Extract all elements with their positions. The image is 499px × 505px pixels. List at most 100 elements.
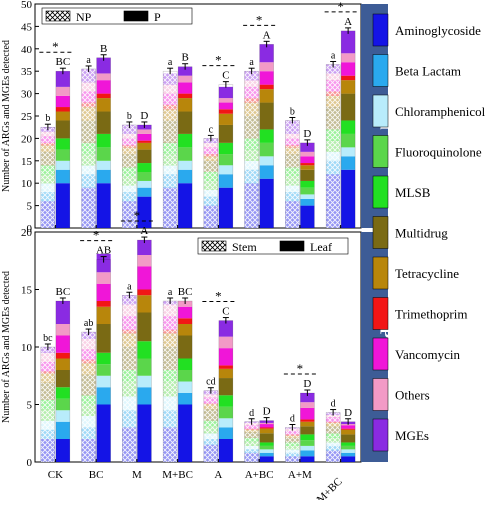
significance-letter: D (344, 407, 352, 419)
bar-hatch (244, 432, 259, 438)
significance-letter: d (249, 408, 254, 419)
bar-hatch (244, 449, 259, 453)
significance-star: * (256, 12, 263, 27)
bar-segment (96, 111, 111, 134)
bar-segment (218, 427, 233, 439)
class-legend-label: Tetracycline (395, 266, 459, 281)
bar-hatch (326, 442, 341, 446)
bar-hatch (163, 165, 178, 175)
bar-hatch (326, 91, 341, 96)
significance-letter: b (127, 111, 132, 122)
bar-hatch (326, 422, 341, 427)
bar-hatch (285, 434, 300, 436)
bar-segment (55, 352, 70, 359)
class-legend-label: Chloramphenicol (395, 104, 486, 119)
bar-hatch (81, 427, 96, 439)
bar-hatch (163, 304, 178, 316)
bar-segment (178, 160, 193, 170)
y-tick-label: 30 (21, 89, 33, 101)
significance-letter: a (331, 50, 336, 61)
bar-segment (55, 358, 70, 370)
bar-segment (96, 387, 111, 405)
bar-hatch (163, 174, 178, 188)
bar-hatch (40, 439, 55, 462)
bar-segment (218, 113, 233, 125)
significance-letter: b (290, 106, 295, 117)
bar-hatch (163, 410, 178, 428)
bar-segment (259, 142, 274, 157)
bar-hatch (285, 167, 300, 177)
bar-hatch (163, 381, 178, 397)
bar-segment (137, 255, 152, 267)
bar-segment (137, 387, 152, 405)
y-tick-label: 35 (21, 66, 33, 78)
bar-segment (218, 98, 233, 103)
bar-segment (55, 149, 70, 161)
bar-segment (137, 172, 152, 181)
class-legend-swatch (372, 216, 389, 249)
bar-segment (300, 180, 315, 188)
bar-segment (218, 165, 233, 175)
class-legend-label: Multidrug (395, 226, 448, 241)
bar-hatch (81, 102, 96, 108)
significance-star: * (297, 361, 304, 376)
bar-hatch (163, 120, 178, 143)
x-tick-label: A+M (288, 469, 312, 481)
bar-hatch (122, 145, 137, 148)
bar-hatch (122, 304, 137, 316)
y-tick-label: 20 (21, 227, 33, 239)
bar-hatch (326, 140, 341, 152)
bar-hatch (81, 332, 96, 339)
bar-hatch (244, 86, 259, 99)
bar-segment (137, 312, 152, 342)
significance-star: * (215, 289, 222, 304)
significance-letter: D (303, 128, 311, 140)
bar-segment (341, 80, 356, 94)
bar-hatch (122, 176, 137, 186)
bar-hatch (285, 185, 300, 193)
bar-hatch (163, 73, 178, 85)
y-tick-label: 25 (21, 111, 33, 123)
bar-segment (137, 289, 152, 296)
bar-segment (137, 341, 152, 359)
bar-hatch (40, 165, 55, 175)
bar-hatch (203, 394, 218, 398)
bar-segment (300, 419, 315, 422)
bar-segment (259, 178, 274, 228)
bar-segment (300, 450, 315, 457)
y-tick-label: 15 (21, 285, 33, 297)
significance-letter: d (290, 414, 295, 425)
bar-hatch (40, 373, 55, 383)
bar-hatch (326, 80, 341, 92)
bar-hatch (244, 71, 259, 81)
bar-segment (259, 445, 274, 450)
bar-hatch (244, 102, 259, 116)
bar-hatch (163, 396, 178, 411)
bar-hatch (40, 409, 55, 421)
bar-hatch (326, 437, 341, 443)
bar-hatch (81, 120, 96, 143)
bar-hatch (81, 154, 96, 166)
bar-hatch (81, 416, 96, 428)
bar-segment (96, 80, 111, 94)
bar-hatch (326, 417, 341, 422)
bar-hatch (203, 172, 218, 181)
class-legend-swatch (372, 54, 389, 87)
bar-segment (178, 324, 193, 336)
bar-hatch (203, 409, 218, 421)
y-axis-label: Number of ARGs and MGEs detected (1, 40, 12, 192)
bar-hatch (203, 205, 218, 228)
bar-hatch (40, 201, 55, 228)
legend-box (41, 7, 193, 25)
bar-hatch (203, 439, 218, 445)
bar-hatch (285, 445, 300, 450)
bar-segment (341, 120, 356, 134)
bar-segment (178, 98, 193, 112)
bar-hatch (40, 183, 55, 193)
bar-segment (178, 381, 193, 393)
legend-swatch-stem (201, 240, 227, 252)
bar-segment (137, 163, 152, 172)
bar-hatch (244, 98, 259, 103)
bar-segment (137, 133, 152, 141)
bar-segment (178, 147, 193, 161)
